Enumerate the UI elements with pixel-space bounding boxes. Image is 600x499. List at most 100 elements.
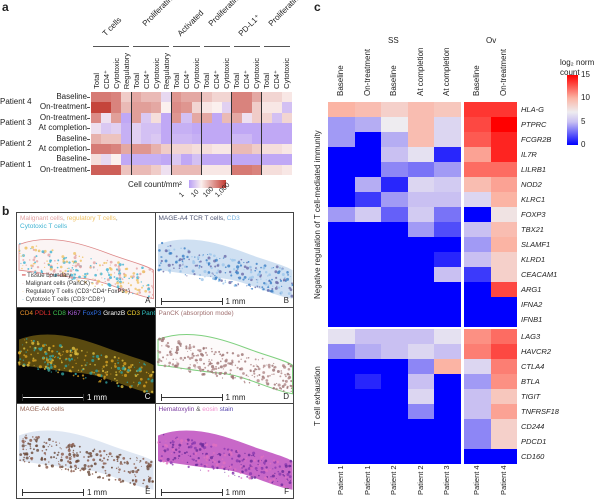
heatmap-cell xyxy=(381,101,409,117)
cell-dot xyxy=(108,451,112,455)
cell-dot xyxy=(283,383,286,387)
cell-dot xyxy=(280,268,283,271)
heatmap-cell xyxy=(434,221,462,237)
cell-dot xyxy=(201,369,204,371)
cell-dot xyxy=(37,352,39,355)
heatmap-cell xyxy=(407,221,435,237)
cell-dot xyxy=(144,460,148,464)
cell-dot xyxy=(106,271,109,273)
cell-dot xyxy=(159,262,162,264)
gene-label: PTPRC xyxy=(521,119,547,129)
heatmap-cell xyxy=(490,221,518,237)
cell-dot xyxy=(65,260,69,263)
cell-dot xyxy=(85,364,87,367)
heatmap-cell xyxy=(328,146,355,162)
cell-dot xyxy=(90,258,92,260)
heatmap-cell xyxy=(201,164,212,176)
cell-dot xyxy=(240,272,244,276)
cell-dot xyxy=(175,361,177,363)
cell-dot xyxy=(275,383,277,385)
cell-dot xyxy=(255,364,257,366)
heatmap-cell xyxy=(211,123,222,134)
cell-dot xyxy=(255,262,258,265)
cell-dot xyxy=(171,363,174,367)
cell-dot xyxy=(223,254,227,258)
cell-dot xyxy=(51,355,55,358)
heatmap-cell xyxy=(354,343,382,359)
heatmap-cell xyxy=(328,101,355,117)
heatmap-cell xyxy=(91,164,102,176)
gene-label: PDCD1 xyxy=(521,436,547,446)
cell-dot xyxy=(259,457,261,459)
heatmap-cell xyxy=(111,92,122,103)
heatmap-cell xyxy=(354,388,382,404)
cell-dot xyxy=(243,382,246,384)
cell-dot xyxy=(185,265,188,268)
cell-dot xyxy=(187,370,189,372)
patient-label: Patient 4 xyxy=(0,97,32,107)
cell-dot xyxy=(47,358,50,361)
cell-dot xyxy=(21,439,25,443)
heatmap-cell xyxy=(381,418,409,434)
cell-dot xyxy=(53,357,56,359)
cell-dot xyxy=(253,376,255,378)
row-label: On-treatment xyxy=(39,164,87,174)
cell-dot xyxy=(77,369,80,372)
cell-dot xyxy=(150,374,153,377)
cell-dot xyxy=(193,256,195,258)
cell-dot xyxy=(133,462,136,465)
cell-dot xyxy=(128,287,130,290)
heatmap-cell xyxy=(211,112,222,124)
heatmap-cell xyxy=(490,266,518,282)
cell-dot xyxy=(169,244,171,247)
cell-dot xyxy=(65,463,67,466)
heatmap-cell xyxy=(221,133,232,145)
heatmap-cell xyxy=(221,92,232,103)
cell-dot xyxy=(230,359,233,362)
cell-dot xyxy=(72,276,76,280)
cell-dot xyxy=(98,264,102,267)
cell-dot xyxy=(33,256,36,259)
cell-dot xyxy=(264,271,267,274)
cell-dot xyxy=(166,345,170,349)
patient-label: Patient 1 xyxy=(0,159,32,169)
cell-dot xyxy=(207,363,211,366)
cell-dot xyxy=(132,272,136,275)
cell-dot xyxy=(113,272,116,274)
cell-dot xyxy=(18,249,21,252)
heatmap-cell xyxy=(141,123,152,134)
cell-dot xyxy=(191,269,194,272)
cell-dot xyxy=(181,260,183,263)
cell-dot xyxy=(198,277,201,280)
cell-dot xyxy=(191,352,194,355)
cell-dot xyxy=(136,369,139,373)
heatmap-cell xyxy=(221,123,232,134)
heatmap-cell xyxy=(151,92,162,103)
cell-dot xyxy=(200,265,202,268)
cell-dot xyxy=(53,451,56,454)
title-segment: PanCK xyxy=(141,310,155,318)
cell-dot xyxy=(74,254,77,257)
heatmap-cell xyxy=(490,191,518,207)
panel-title: PanCK (absorption mode) xyxy=(159,310,234,318)
panel-a-letter: a xyxy=(2,0,9,14)
panel-title: MAGE-A4 cells xyxy=(20,406,64,414)
scale-bar xyxy=(160,298,223,306)
cell-dot xyxy=(197,349,202,353)
cell-dot xyxy=(265,364,267,366)
patient-label: Patient 2 xyxy=(415,465,425,495)
cell-dot xyxy=(50,455,53,459)
cell-dot xyxy=(210,359,212,362)
cell-dot xyxy=(230,361,234,364)
cell-dot xyxy=(80,370,83,373)
heatmap-cell xyxy=(490,116,518,132)
column-label: On-treatment xyxy=(498,48,508,96)
cell-dot xyxy=(53,365,57,369)
cell-dot xyxy=(178,270,182,273)
heatmap-cell xyxy=(490,328,518,344)
cell-dot xyxy=(105,373,109,377)
cell-dot xyxy=(214,367,217,371)
cell-dot xyxy=(200,373,204,376)
cell-dot xyxy=(138,381,142,385)
cell-dot xyxy=(29,447,32,449)
